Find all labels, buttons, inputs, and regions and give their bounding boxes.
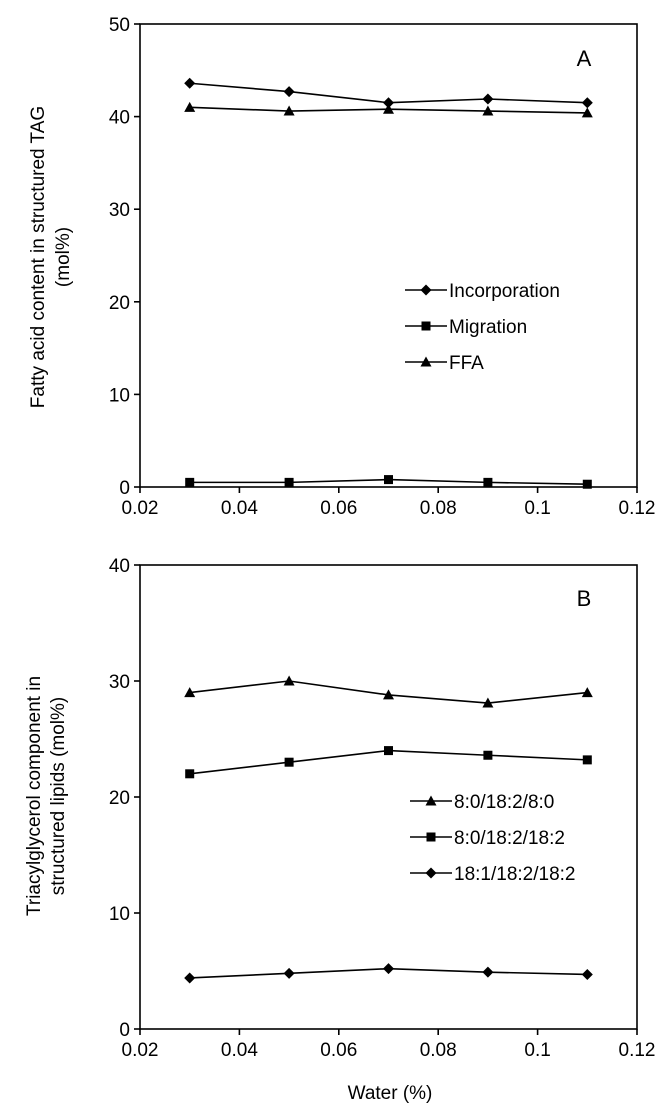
panel-b-xtick-label: 0.04 bbox=[221, 1040, 258, 1061]
panel-a-data-point bbox=[184, 101, 196, 112]
panel-b-xtick-label: 0.12 bbox=[619, 1040, 656, 1061]
panel-b: Triacylglycerol component in structured … bbox=[24, 556, 655, 1104]
panel-b-xtick-label: 0.1 bbox=[524, 1040, 550, 1061]
panel-b-legend: 8:0/18:2/8:0 8:0/18:2/18:2 18:1/18:2/18:2 bbox=[410, 792, 576, 885]
panel-b-data-point bbox=[184, 687, 196, 698]
panel-a-ytick-label: 10 bbox=[109, 385, 130, 406]
panel-a-plot-frame bbox=[139, 23, 638, 488]
panel-b-data-point bbox=[283, 675, 295, 686]
panel-a-xtick-label: 0.02 bbox=[122, 498, 159, 519]
x-axis-title: Water (%) bbox=[348, 1083, 433, 1104]
panel-a-legend-label: FFA bbox=[449, 353, 484, 374]
panel-b-ylabel-line1: Triacylglycerol component in bbox=[24, 676, 45, 916]
panel-b-ytick-label: 0 bbox=[119, 1020, 130, 1041]
panel-b-xtick-label: 0.06 bbox=[320, 1040, 357, 1061]
panel-a-ytick-label: 40 bbox=[109, 108, 130, 129]
panel-b-data-point bbox=[581, 687, 593, 698]
panel-a-ytick-label: 50 bbox=[109, 15, 130, 36]
panel-b-data-point bbox=[483, 750, 493, 760]
panel-a-data-point bbox=[483, 477, 493, 487]
panel-b-ylabel-line2: structured lipids (mol%) bbox=[48, 697, 69, 896]
panel-a-data-point bbox=[482, 93, 494, 105]
panel-b-data-point bbox=[185, 769, 195, 779]
panel-b-legend-label: 8:0/18:2/8:0 bbox=[454, 792, 554, 813]
panel-a-legend-marker bbox=[420, 356, 432, 367]
panel-a-data-point bbox=[383, 97, 394, 109]
panel-a-legend-marker bbox=[421, 321, 431, 331]
panel-a-legend-marker bbox=[420, 284, 432, 296]
panel-a-ylabel-line1: Fatty acid content in structured TAG bbox=[28, 106, 49, 408]
panel-b-plot: 0 10 20 30 40 0.02 0.04 0.06 0.08 0.1 0.12 8:0/18:2… bbox=[109, 556, 656, 1061]
panel-a-data-point bbox=[283, 105, 295, 116]
panel-a-xtick-label: 0.08 bbox=[420, 498, 457, 519]
panel-a-plot: 0 10 20 30 40 50 0.02 0.04 0.06 0.08 0.1 0.12 Incorp… bbox=[109, 15, 656, 519]
panel-b-data-point bbox=[581, 968, 593, 980]
panel-a-ytick-label: 30 bbox=[109, 200, 130, 221]
panel-b-ytick-label: 20 bbox=[109, 788, 130, 809]
panel-b-data-point bbox=[482, 966, 494, 978]
panel-b-data-point bbox=[284, 757, 294, 767]
panel-b-ytick-label: 40 bbox=[109, 556, 130, 577]
panel-a-data-point bbox=[284, 477, 294, 487]
panel-b-data-point bbox=[384, 746, 393, 756]
panel-b-xtick-label: 0.08 bbox=[420, 1040, 457, 1061]
panel-a-legend: Incorporation Migration FFA bbox=[405, 281, 560, 374]
panel-a-data-point bbox=[283, 86, 295, 98]
panel-b-legend-label: 8:0/18:2/18:2 bbox=[454, 828, 565, 849]
panel-a-xtick-label: 0.1 bbox=[524, 498, 550, 519]
panel-b-ytick-label: 10 bbox=[109, 904, 130, 925]
panel-a: Fatty acid content in structured TAG (mo… bbox=[28, 15, 655, 519]
panel-b-legend-marker bbox=[426, 832, 436, 842]
panel-a-legend-label: Migration bbox=[449, 317, 527, 338]
panel-b-data-point bbox=[383, 963, 394, 975]
panel-a-data-point bbox=[185, 477, 195, 487]
panel-b-data-point bbox=[184, 972, 196, 984]
panel-a-ylabel-line2: (mol%) bbox=[53, 227, 74, 287]
panel-b-legend-label: 18:1/18:2/18:2 bbox=[454, 864, 576, 885]
panel-b-data-point bbox=[383, 689, 394, 700]
panel-a-xtick-label: 0.06 bbox=[320, 498, 357, 519]
panel-b-legend-marker bbox=[425, 867, 437, 879]
panel-b-letter: B bbox=[577, 586, 592, 611]
panel-a-data-point bbox=[384, 475, 393, 485]
panel-a-legend-label: Incorporation bbox=[449, 281, 560, 302]
panel-a-xtick-label: 0.12 bbox=[619, 498, 656, 519]
panel-a-ytick-label: 20 bbox=[109, 293, 130, 314]
panel-a-data-point bbox=[581, 97, 593, 109]
panel-a-data-point bbox=[383, 103, 394, 114]
panel-a-data-point bbox=[184, 77, 196, 89]
panel-a-ytick-label: 0 bbox=[119, 478, 130, 499]
panel-b-data-point bbox=[582, 755, 592, 765]
panel-b-data-point bbox=[482, 697, 494, 708]
panel-a-xtick-label: 0.04 bbox=[221, 498, 258, 519]
panel-b-legend-marker bbox=[425, 795, 437, 806]
panel-b-xtick-label: 0.02 bbox=[122, 1040, 159, 1061]
panel-b-ytick-label: 30 bbox=[109, 672, 130, 693]
panel-a-data-point bbox=[582, 479, 592, 489]
panel-a-letter: A bbox=[577, 46, 592, 71]
panel-a-data-point bbox=[482, 105, 494, 116]
panel-a-data-point bbox=[581, 107, 593, 118]
panel-b-data-point bbox=[283, 967, 295, 979]
panel-b-plot-frame bbox=[139, 564, 638, 1030]
